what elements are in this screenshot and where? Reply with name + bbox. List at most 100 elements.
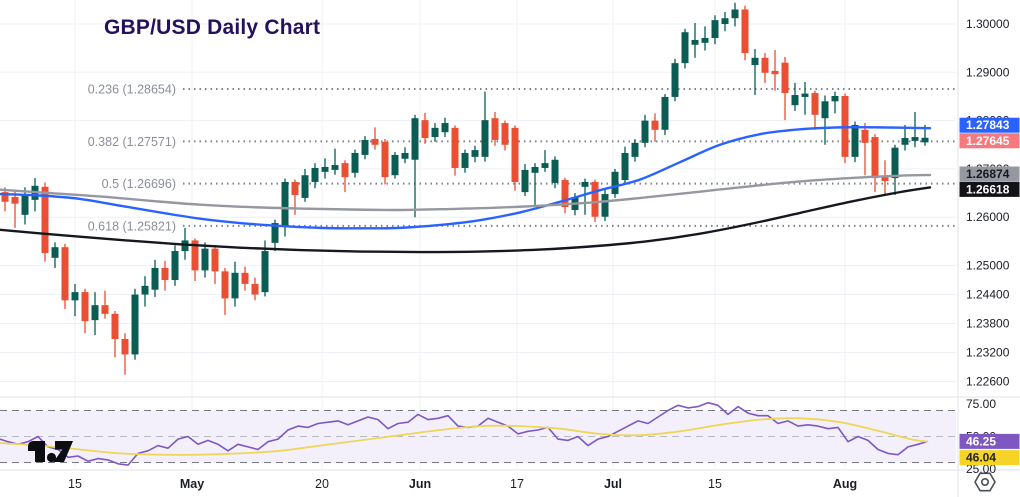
rsi-axis-label: 75.00 bbox=[966, 397, 996, 411]
candle-body bbox=[211, 248, 219, 272]
candle-body bbox=[41, 186, 49, 253]
ma-black-slow-line bbox=[0, 186, 932, 254]
candle-body bbox=[601, 194, 609, 217]
tradingview-logo-one bbox=[28, 441, 45, 462]
candle-body bbox=[531, 166, 539, 173]
gridlines bbox=[0, 0, 956, 470]
time-axis[interactable]: 15 May 20 Jun 17 Jul 15 Aug bbox=[68, 477, 857, 491]
candle-body bbox=[711, 20, 719, 39]
candle-body bbox=[381, 141, 389, 178]
candle-body bbox=[231, 272, 239, 299]
fib-retracement[interactable]: 0.236 (1.28654) 0.382 (1.27571) 0.5 (1.266… bbox=[88, 83, 956, 234]
price-axis-label: 1.29000 bbox=[966, 65, 1010, 79]
ma-blue-fast-line bbox=[0, 126, 932, 230]
hexagon-center-dot bbox=[980, 477, 990, 487]
price-badge-value: 1.27645 bbox=[966, 134, 1010, 148]
candle-body bbox=[921, 137, 929, 143]
candle-body bbox=[511, 127, 519, 182]
candle-body bbox=[561, 180, 569, 208]
candle-body bbox=[201, 248, 209, 271]
candle-body bbox=[21, 195, 29, 215]
candle-body bbox=[321, 166, 329, 172]
price-axis-label: 1.23800 bbox=[966, 317, 1010, 331]
candle-body bbox=[721, 18, 729, 24]
candle-body bbox=[371, 138, 379, 145]
candle-body bbox=[761, 57, 769, 73]
candle-body bbox=[1, 192, 9, 202]
candle-body bbox=[871, 137, 879, 179]
time-axis-label: 15 bbox=[708, 477, 722, 491]
price-badge bbox=[959, 166, 1020, 182]
candle-body bbox=[811, 93, 819, 115]
candle-body bbox=[611, 171, 619, 195]
candle-body bbox=[881, 177, 889, 182]
time-axis-label: May bbox=[180, 477, 204, 491]
candle-body bbox=[521, 169, 529, 193]
candle-body bbox=[581, 181, 589, 187]
price-axis-label: 1.23200 bbox=[966, 346, 1010, 360]
candle-body bbox=[461, 152, 469, 168]
candle-body bbox=[411, 118, 419, 160]
price-badge bbox=[959, 117, 1020, 133]
price-badge bbox=[959, 133, 1020, 149]
candle-body bbox=[491, 118, 499, 140]
candle-body bbox=[171, 251, 179, 281]
candle-body bbox=[81, 292, 89, 322]
chart-title: GBP/USD Daily Chart bbox=[104, 16, 321, 39]
candle-body bbox=[651, 120, 659, 130]
fib-level-label: 0.5 (1.26696) bbox=[102, 177, 176, 191]
candle-body bbox=[661, 96, 669, 130]
settings-hexagon-icon[interactable] bbox=[974, 472, 996, 492]
candle-body bbox=[741, 9, 749, 53]
candle-body bbox=[701, 38, 709, 43]
candle-body bbox=[901, 138, 909, 145]
candle-body bbox=[911, 137, 919, 141]
candle-body bbox=[121, 338, 129, 355]
rsi-badge bbox=[959, 433, 1020, 449]
candle-body bbox=[641, 120, 649, 143]
candle-body bbox=[341, 163, 349, 178]
candle-body bbox=[311, 167, 319, 182]
candle-body bbox=[471, 150, 479, 157]
candle-body bbox=[61, 247, 69, 301]
price-axis-label: 1.26000 bbox=[966, 210, 1010, 224]
candle-body bbox=[501, 123, 509, 145]
time-axis-label: Jun bbox=[409, 477, 431, 491]
rsi-axis-label: 25.00 bbox=[966, 462, 996, 476]
candle-body bbox=[891, 147, 899, 179]
candle-body bbox=[421, 120, 429, 139]
moving-averages bbox=[0, 126, 932, 254]
candle-body bbox=[261, 251, 269, 293]
candle-body bbox=[801, 93, 809, 97]
candle-body bbox=[291, 181, 299, 196]
candle-body bbox=[271, 223, 279, 243]
fib-level-label: 0.618 (1.25821) bbox=[88, 219, 176, 233]
tradingview-logo[interactable] bbox=[28, 441, 73, 463]
candle-body bbox=[851, 124, 859, 157]
price-badge bbox=[959, 181, 1020, 197]
candle-body bbox=[401, 152, 409, 159]
rsi-badge bbox=[959, 450, 1020, 466]
candle-body bbox=[331, 165, 339, 170]
price-badge-value: 1.26618 bbox=[966, 182, 1010, 196]
price-axis-label: 1.22600 bbox=[966, 374, 1010, 388]
candle-body bbox=[91, 305, 99, 321]
candle-body bbox=[691, 39, 699, 45]
candle-body bbox=[241, 272, 249, 284]
candle-body bbox=[71, 292, 79, 301]
candle-body bbox=[351, 152, 359, 173]
candle-body bbox=[191, 240, 199, 271]
candle-body bbox=[51, 247, 59, 258]
candle-body bbox=[151, 267, 159, 290]
candle-body bbox=[451, 127, 459, 168]
candle-body bbox=[821, 101, 829, 119]
candle-body bbox=[671, 63, 679, 97]
price-axis-label: 1.24400 bbox=[966, 288, 1010, 302]
price-badge-value: 1.27843 bbox=[966, 118, 1010, 132]
candle-body bbox=[281, 181, 289, 227]
candle-body bbox=[631, 142, 639, 157]
